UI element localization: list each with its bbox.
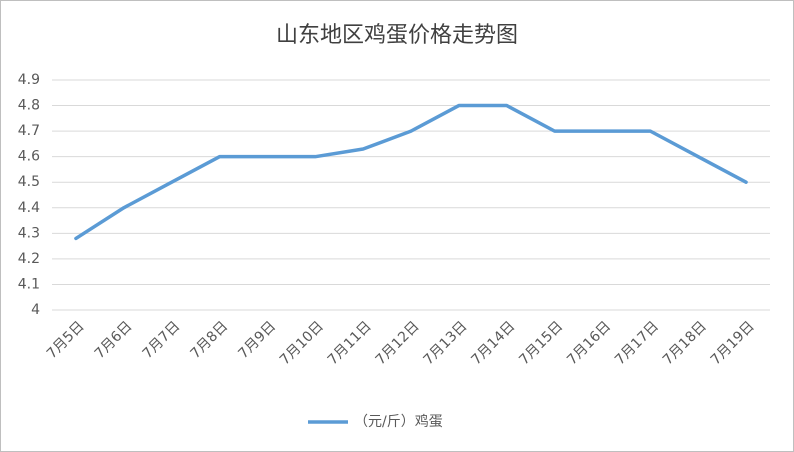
legend-label: （元/斤）鸡蛋 [354, 413, 443, 430]
y-tick-label: 4.2 [18, 251, 40, 267]
y-tick-label: 4.7 [18, 123, 40, 139]
y-tick-label: 4.3 [18, 225, 40, 241]
y-tick-label: 4.9 [18, 72, 40, 88]
y-tick-label: 4.1 [18, 276, 40, 292]
y-tick-label: 4.5 [18, 174, 40, 190]
chart-title: 山东地区鸡蛋价格走势图 [276, 23, 518, 48]
y-tick-label: 4.4 [18, 200, 40, 216]
data-line [74, 103, 748, 241]
y-tick-label: 4.8 [18, 98, 40, 114]
y-tick-label: 4 [31, 302, 40, 318]
y-tick-label: 4.6 [18, 149, 40, 165]
